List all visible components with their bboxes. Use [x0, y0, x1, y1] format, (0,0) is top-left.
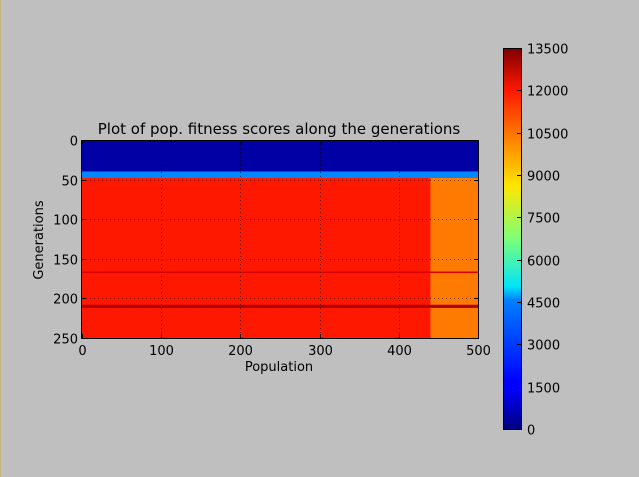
x-axis: 0 100 200 300 400 500 — [78, 140, 491, 359]
y-tick-label: 150 — [53, 254, 78, 269]
heatmap-cell-2 — [82, 178, 431, 338]
x-tick-label: 400 — [387, 344, 412, 359]
colorbar — [503, 48, 522, 430]
y-tick-label: 100 — [53, 214, 78, 229]
colorbar-tick-label: 12000 — [527, 85, 568, 100]
y-tick-label: 50 — [61, 175, 78, 190]
x-tick-label: 200 — [228, 344, 253, 359]
y-tick-label: 0 — [70, 135, 78, 150]
x-tick-label: 100 — [149, 344, 174, 359]
heatmap-cell-3 — [430, 178, 478, 338]
x-tick-label: 300 — [308, 344, 333, 359]
colorbar-tick-label: 1500 — [527, 382, 560, 397]
plot-frame — [81, 140, 479, 339]
y-axis: 0 50 100 150 200 250 — [53, 135, 478, 348]
window-edge — [0, 0, 1, 477]
y-tick-label: 250 — [53, 333, 78, 348]
colorbar-tick-label: 3000 — [527, 339, 560, 354]
colorbar-tick-label: 4500 — [527, 297, 560, 312]
heatmap-cell-5 — [82, 304, 478, 308]
chart-title: Plot of pop. fitness scores along the ge… — [98, 120, 461, 138]
heatmap — [82, 140, 478, 338]
colorbar-tick-label: 0 — [527, 424, 535, 439]
colorbar-tick-label: 13500 — [527, 43, 568, 58]
heatmap-cell-0 — [82, 140, 478, 172]
y-axis-label: Generations — [32, 200, 47, 280]
heatmap-cell-1 — [82, 171, 478, 179]
colorbar-tick-label: 6000 — [527, 255, 560, 270]
colorbar-tick-label: 7500 — [527, 212, 560, 227]
x-tick-label: 500 — [466, 344, 491, 359]
colorbar-axis: 0 1500 3000 4500 6000 7500 9000 10500 12000 13500 — [517, 43, 568, 439]
x-axis-label: Population — [245, 360, 313, 375]
grid-lines — [82, 140, 478, 338]
colorbar-tick-label: 10500 — [527, 128, 568, 143]
x-tick-label: 0 — [78, 344, 86, 359]
y-tick-label: 200 — [53, 293, 78, 308]
colorbar-tick-label: 9000 — [527, 170, 560, 185]
heatmap-cell-4 — [82, 271, 478, 274]
